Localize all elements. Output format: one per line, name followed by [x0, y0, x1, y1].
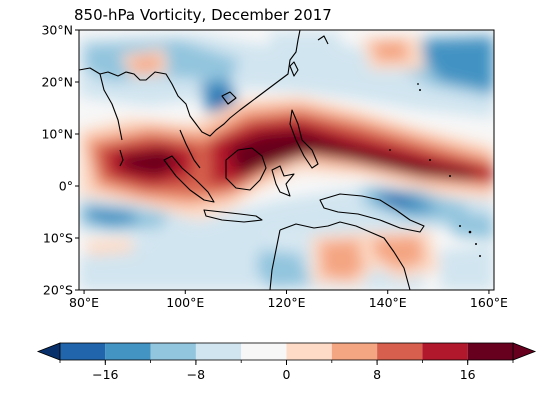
colorbar-segment — [377, 343, 423, 360]
lon-tick-label: 100°E — [166, 295, 204, 310]
colorbar-segment — [150, 343, 196, 360]
longitude-axis: 80°E 100°E 120°E 140°E 160°E — [69, 290, 508, 310]
colorbar-segment — [422, 343, 468, 360]
colorbar-tick-label: 0 — [283, 367, 291, 382]
colorbar-tick-label: 16 — [460, 367, 476, 382]
map-title: 850-hPa Vorticity, December 2017 — [74, 6, 332, 24]
lon-tick-label: 80°E — [69, 295, 99, 310]
pacific-islands — [389, 83, 481, 257]
taiwan — [289, 61, 299, 77]
colorbar-segment — [105, 343, 151, 360]
lon-tick-label: 160°E — [470, 295, 508, 310]
colorbar-tick-label: −8 — [187, 367, 205, 382]
colorbar-segment — [286, 343, 332, 360]
indian-subcontinent-coast — [99, 73, 123, 141]
sulawesi — [271, 165, 295, 197]
colorbar-extend-min — [36, 342, 61, 361]
colorbar-extend-max — [512, 342, 537, 361]
sri-lanka — [119, 149, 124, 167]
lat-tick-label: 20°S — [43, 283, 73, 298]
vorticity-field — [79, 30, 494, 290]
colorbar-tick-label: 8 — [373, 367, 381, 382]
colorbar-segment — [241, 343, 287, 360]
australia-west-coast — [269, 229, 281, 290]
lat-tick-label: 0° — [59, 179, 73, 194]
borneo — [225, 147, 267, 191]
new-guinea — [319, 193, 425, 233]
lat-tick-label: 20°N — [41, 75, 73, 90]
colorbar-segment — [60, 343, 106, 360]
lon-tick-label: 140°E — [369, 295, 407, 310]
sumatra — [163, 155, 215, 203]
latitude-axis: 30°N 20°N 10°N 0° 10°S 20°S — [41, 23, 79, 298]
lat-tick-label: 10°N — [41, 127, 73, 142]
asian-mainland-coast — [79, 30, 301, 137]
australia-north-coast — [279, 221, 411, 290]
hainan — [221, 91, 237, 105]
colorbar-segment — [195, 343, 242, 360]
japan-coast — [317, 35, 329, 45]
colorbar: −16 −8 0 8 16 — [36, 342, 537, 382]
coastlines — [79, 30, 425, 290]
malay-peninsula — [179, 129, 201, 169]
lon-tick-label: 120°E — [267, 295, 305, 310]
java — [203, 209, 263, 223]
lat-tick-label: 30°N — [41, 23, 73, 38]
philippines — [289, 109, 319, 169]
colorbar-tick-label: −16 — [92, 367, 118, 382]
colorbar-segment — [467, 343, 513, 360]
lat-tick-label: 10°S — [43, 231, 73, 246]
colorbar-segment — [331, 343, 378, 360]
